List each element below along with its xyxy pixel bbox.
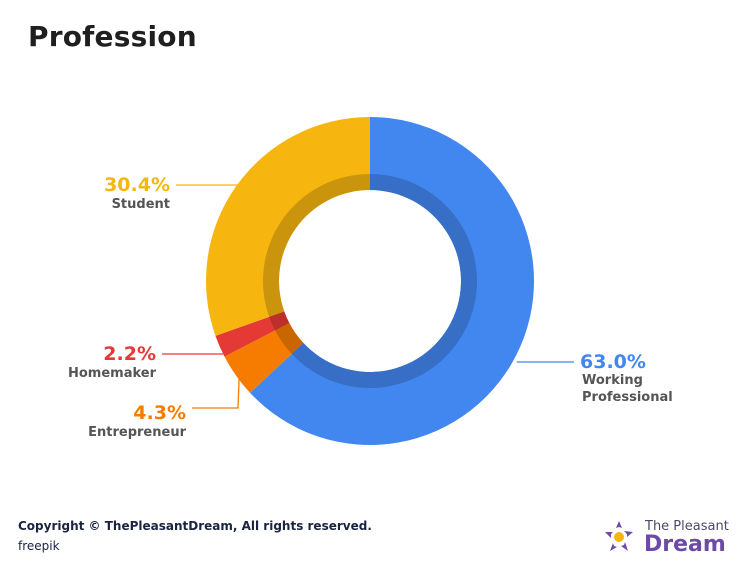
slice-inner-shade-student bbox=[263, 174, 370, 317]
category-label-working-professional: Professional bbox=[582, 390, 673, 405]
sun-logo-icon bbox=[605, 521, 633, 551]
source-text: freepik bbox=[18, 539, 60, 553]
slice-homemaker bbox=[215, 311, 290, 357]
copyright-text: Copyright © ThePleasantDream, All rights… bbox=[18, 519, 372, 533]
category-label-working-professional: Working bbox=[582, 373, 643, 388]
leader-line-entrepreneur bbox=[192, 373, 240, 409]
brand-logo: The Pleasant Dream bbox=[600, 516, 740, 560]
slice-inner-shade-entrepreneur bbox=[275, 322, 304, 354]
category-label-student: Student bbox=[112, 197, 170, 212]
value-label-entrepreneur: 4.3% bbox=[133, 402, 186, 424]
brand-name-line1: The Pleasant bbox=[645, 519, 729, 534]
chart-title: Profession bbox=[28, 20, 197, 53]
category-label-homemaker: Homemaker bbox=[68, 366, 157, 381]
slice-inner-shade-working-professional bbox=[291, 174, 478, 388]
brand-name-line2: Dream bbox=[644, 532, 726, 557]
value-label-working-professional: 63.0% bbox=[580, 351, 646, 373]
slice-inner-shade-homemaker bbox=[269, 311, 290, 331]
value-label-homemaker: 2.2% bbox=[103, 343, 156, 365]
category-label-entrepreneur: Entrepreneur bbox=[88, 425, 186, 440]
value-label-student: 30.4% bbox=[104, 174, 170, 196]
